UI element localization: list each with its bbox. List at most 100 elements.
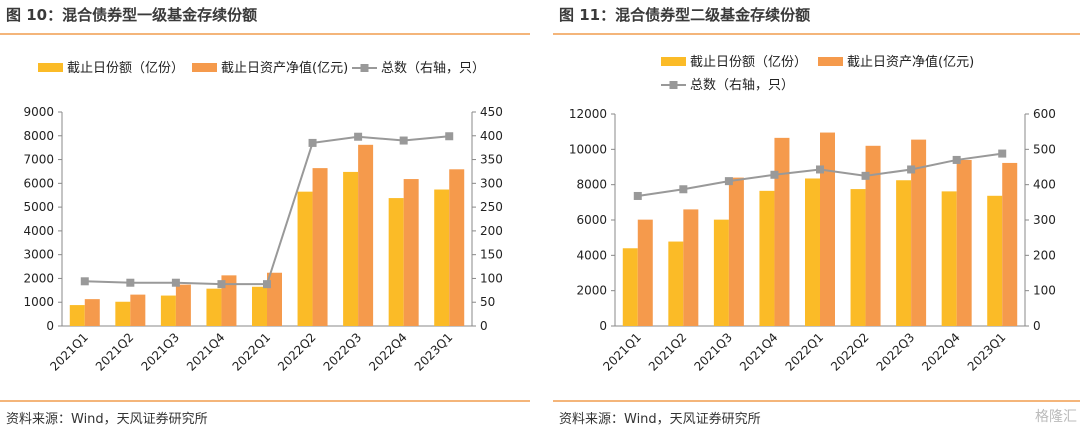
- x-tick-label: 2021Q1: [47, 330, 91, 374]
- legend-marker-line: [669, 81, 678, 89]
- right-figure-panel: 图 11：混合债券型二级基金存续份额 0 2000 4000 6000 8000 1000…: [553, 0, 1080, 432]
- bar-series-2: [358, 144, 374, 326]
- bar-series-2: [865, 145, 881, 326]
- legend-label-series-3: 总数（右轴，只）: [381, 61, 485, 76]
- legend-marker-line: [360, 64, 369, 72]
- bar-series-2: [728, 177, 744, 326]
- left-y-tick-label: 8000: [576, 178, 607, 192]
- left-figure-title: 图 10：混合债券型一级基金存续份额: [6, 6, 258, 24]
- bar-series-1: [805, 178, 820, 326]
- right-y-tick-label: 100: [480, 271, 503, 285]
- left-chart: 0 1000 2000 3000 4000 5000 6000 7000 8000 9000 0 50…: [23, 60, 503, 374]
- line-point-marker: [633, 191, 642, 200]
- x-tick-label: 2023Q1: [965, 330, 1009, 374]
- legend-swatch-series-1: [661, 57, 686, 66]
- bar-series-2: [774, 137, 790, 326]
- x-tick-label: 2021Q4: [184, 330, 228, 374]
- right-y-tick-label: 500: [1033, 142, 1056, 156]
- left-y-tick-label: 10000: [569, 142, 607, 156]
- line-point-marker: [679, 185, 688, 194]
- bar-series-1: [252, 286, 267, 326]
- bar-series-2: [403, 179, 419, 326]
- bar-series-1: [388, 198, 404, 326]
- right-y-tick-label: 150: [480, 248, 503, 262]
- left-y-tick-label: 0: [46, 319, 54, 333]
- left-y-tick-label: 4000: [23, 224, 54, 238]
- legend-label-series-1: 截止日份额（亿份）: [67, 61, 184, 76]
- watermark-logo: 格隆汇: [1035, 409, 1077, 425]
- legend-label-series-1: 截止日份额（亿份）: [690, 55, 807, 70]
- right-figure-title: 图 11：混合债券型二级基金存续份额: [559, 6, 811, 24]
- right-source-note: 资料来源：Wind，天风证券研究所: [559, 412, 761, 427]
- line-point-marker: [770, 170, 779, 179]
- x-tick-label: 2023Q1: [412, 330, 456, 374]
- left-y-tick-label: 6000: [576, 213, 607, 227]
- bar-series-1: [850, 189, 866, 326]
- left-y-tick-label: 2000: [576, 284, 607, 298]
- line-point-marker: [861, 171, 870, 180]
- legend-label-series-3: 总数（右轴，只）: [690, 78, 794, 93]
- left-y-tick-label: 5000: [23, 200, 54, 214]
- bar-series-2: [1002, 162, 1018, 326]
- bar-series-1: [896, 180, 912, 326]
- bar-series-1: [987, 195, 1003, 326]
- right-y-tick-label: 200: [480, 224, 503, 238]
- x-tick-label: 2021Q2: [93, 330, 137, 374]
- x-tick-label: 2022Q1: [783, 330, 827, 374]
- right-y-tick-label: 200: [1033, 248, 1056, 262]
- bar-series-1: [160, 295, 176, 326]
- right-y-tick-label: 0: [1033, 319, 1041, 333]
- x-tick-label: 2021Q2: [646, 330, 690, 374]
- bar-series-1: [343, 171, 359, 326]
- right-y-tick-label: 350: [480, 153, 503, 167]
- bar-series-2: [911, 139, 927, 326]
- line-point-marker: [399, 136, 408, 145]
- left-y-tick-label: 7000: [23, 153, 54, 167]
- bar-series-1: [941, 191, 957, 326]
- bar-series-2: [637, 219, 653, 326]
- line-point-marker: [263, 280, 271, 289]
- line-point-marker: [171, 278, 180, 287]
- right-y-tick-label: 300: [1033, 213, 1056, 227]
- bar-series-2: [175, 284, 191, 326]
- left-y-tick-label: 9000: [23, 105, 54, 119]
- left-y-tick-label: 0: [599, 319, 607, 333]
- x-tick-label: 2022Q2: [275, 330, 319, 374]
- right-y-tick-label: 600: [1033, 107, 1056, 121]
- x-tick-label: 2021Q1: [600, 330, 644, 374]
- bar-series-1: [434, 189, 450, 326]
- x-tick-label: 2022Q3: [321, 330, 365, 374]
- right-y-tick-label: 450: [480, 105, 503, 119]
- legend-label-series-2: 截止日资产净值(亿元): [221, 60, 348, 76]
- x-tick-label: 2022Q1: [230, 330, 274, 374]
- left-y-tick-label: 1000: [23, 295, 54, 309]
- x-tick-label: 2021Q3: [138, 330, 182, 374]
- left-title-rule: [0, 33, 530, 35]
- line-point-marker: [907, 165, 916, 174]
- bar-series-1: [622, 248, 638, 326]
- left-source-rule: [0, 400, 530, 402]
- left-y-tick-label: 2000: [23, 271, 54, 285]
- line-point-marker: [445, 132, 454, 141]
- line-point-marker: [80, 277, 89, 286]
- bar-series-1: [759, 190, 775, 326]
- legend-swatch-series-2: [192, 63, 217, 72]
- right-y-tick-label: 300: [480, 176, 503, 190]
- x-tick-label: 2021Q3: [691, 330, 735, 374]
- bar-series-1: [668, 241, 684, 326]
- bar-series-2: [312, 168, 328, 326]
- bar-series-2: [683, 209, 699, 326]
- bar-series-2: [130, 294, 146, 326]
- line-point-marker: [217, 280, 226, 289]
- right-y-tick-label: 400: [1033, 178, 1056, 192]
- line-point-marker: [952, 155, 961, 164]
- x-tick-label: 2022Q2: [828, 330, 872, 374]
- right-y-tick-label: 100: [1033, 284, 1056, 298]
- left-y-tick-label: 8000: [23, 129, 54, 143]
- right-chart: 0 2000 4000 6000 8000 10000 12000 0 100 200 300 400…: [569, 54, 1056, 374]
- right-y-tick-label: 50: [480, 295, 495, 309]
- left-y-tick-label: 12000: [569, 107, 607, 121]
- right-y-tick-label: 400: [480, 129, 503, 143]
- bar-series-2: [956, 159, 972, 326]
- left-y-tick-label: 3000: [23, 248, 54, 262]
